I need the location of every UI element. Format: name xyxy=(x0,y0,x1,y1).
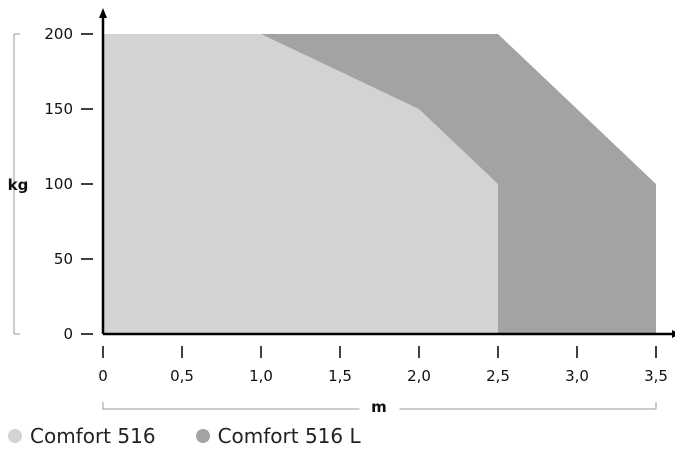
legend-label-comfort-516: Comfort 516 xyxy=(30,424,156,448)
x-axis-ticks: 0 0,5 1,0 1,5 2,0 2,5 3,0 3,5 xyxy=(98,346,668,385)
y-tick-label: 50 xyxy=(54,250,73,268)
x-axis-arrow xyxy=(672,330,675,338)
x-tick-label: 0 xyxy=(98,367,108,385)
chart-areas xyxy=(103,34,656,334)
x-tick-label: 2,5 xyxy=(486,367,510,385)
x-axis-label: m xyxy=(371,398,387,416)
legend-swatch-comfort-516 xyxy=(8,429,22,443)
legend-item-comfort-516-l: Comfort 516 L xyxy=(195,424,361,448)
x-tick-label: 1,5 xyxy=(328,367,352,385)
x-tick-label: 3,5 xyxy=(644,367,668,385)
y-axis-label: kg xyxy=(8,176,29,194)
chart-axes xyxy=(13,8,675,410)
x-axis-bracket-right xyxy=(399,402,657,410)
y-tick-label: 0 xyxy=(63,325,73,343)
area-comfort-516 xyxy=(103,34,498,334)
x-tick-label: 0,5 xyxy=(170,367,194,385)
y-tick-label: 100 xyxy=(44,175,73,193)
legend: Comfort 516 Comfort 516 L xyxy=(8,424,401,448)
x-axis-bracket-left xyxy=(102,402,360,410)
legend-label-comfort-516-l: Comfort 516 L xyxy=(217,424,361,448)
y-axis-bracket xyxy=(13,33,20,335)
y-axis-ticks: 0 50 100 150 200 xyxy=(44,25,93,343)
y-tick-label: 150 xyxy=(44,100,73,118)
x-tick-label: 3,0 xyxy=(565,367,589,385)
legend-item-comfort-516: Comfort 516 xyxy=(8,424,156,448)
y-tick-label: 200 xyxy=(44,25,73,43)
y-axis-arrow xyxy=(99,8,107,18)
x-tick-label: 1,0 xyxy=(249,367,273,385)
legend-swatch-comfort-516-l xyxy=(195,429,210,443)
x-tick-label: 2,0 xyxy=(407,367,431,385)
